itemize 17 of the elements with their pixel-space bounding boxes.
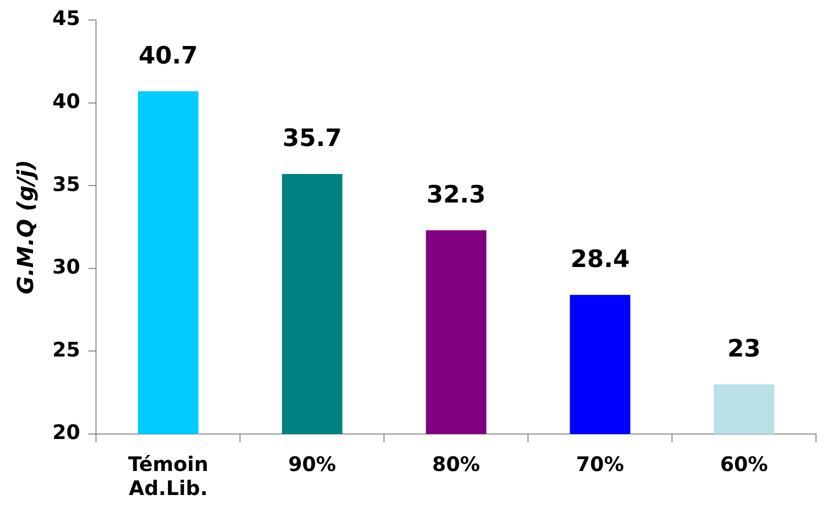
y-tick-label: 40 bbox=[52, 89, 80, 114]
data-label: 35.7 bbox=[282, 124, 342, 152]
x-tick-label: Témoin Ad.Lib. bbox=[128, 452, 208, 500]
y-tick-label: 45 bbox=[52, 6, 80, 30]
x-tick-label: 80% bbox=[432, 452, 480, 476]
data-label: 32.3 bbox=[426, 180, 486, 209]
data-label: 28.4 bbox=[570, 245, 630, 274]
y-tick-label: 35 bbox=[52, 172, 80, 196]
y-tick-label: 25 bbox=[52, 337, 80, 362]
y-axis-title: G.M.Q (g/j) bbox=[14, 160, 39, 294]
y-tick-label: 30 bbox=[52, 254, 80, 279]
x-tick-label: 90% bbox=[288, 452, 336, 476]
x-tick-label: 60% bbox=[720, 452, 768, 476]
data-label: 40.7 bbox=[138, 41, 198, 70]
data-label: 23 bbox=[727, 334, 761, 363]
y-tick-label: 20 bbox=[52, 420, 80, 444]
x-tick-label: 70% bbox=[576, 452, 624, 476]
